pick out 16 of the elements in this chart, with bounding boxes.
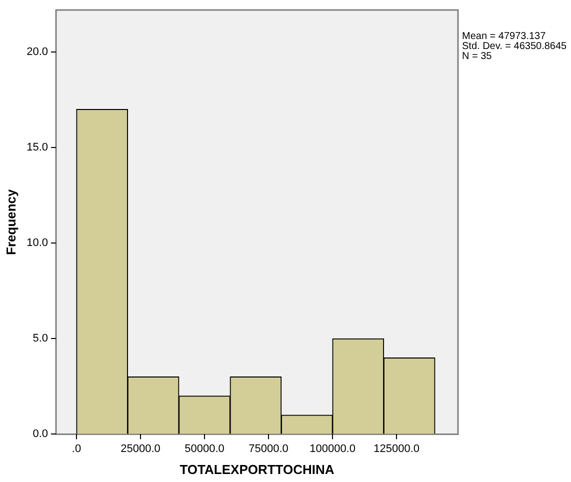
text: Mean = 47973.137 xyxy=(462,30,546,42)
x-tick-label: 125000.0 xyxy=(374,442,420,455)
text: N = 35 xyxy=(462,50,492,62)
x-tick-label: .0 xyxy=(72,442,82,455)
y-axis-title: Frequency xyxy=(3,188,18,255)
y-tick-label: 5.0 xyxy=(32,332,48,345)
x-tick-label: 50000.0 xyxy=(184,442,224,455)
x-tick-label: 25000.0 xyxy=(120,442,160,455)
y-tick-label: 10.0 xyxy=(26,237,48,250)
text: Std. Dev. = 46350.8645 xyxy=(462,40,568,52)
x-tick-label: 75000.0 xyxy=(248,442,288,455)
y-tick-label: 0.0 xyxy=(32,428,48,440)
x-axis-title: TOTALEXPORTTOCHINA xyxy=(180,462,335,477)
x-tick-label: 100000.0 xyxy=(310,442,356,455)
y-tick-label: 15.0 xyxy=(26,142,48,154)
y-tick-label: 20.0 xyxy=(26,46,48,58)
